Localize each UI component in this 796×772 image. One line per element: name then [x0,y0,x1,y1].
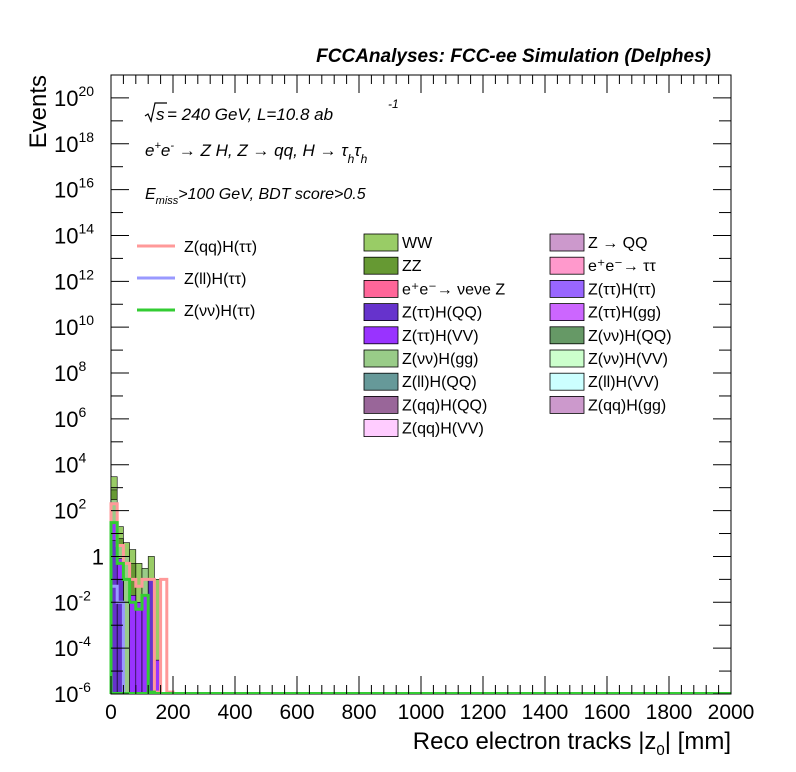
y-tick-label: 1010 [54,312,94,340]
legend-box-swatch [363,372,399,391]
y-tick-label: 106 [54,404,86,432]
legend-box-label: Z(ττ)H(QQ) [402,305,482,322]
legend-box-label: Z(ll)H(VV) [588,374,659,391]
annotation-block: s = 240 GeV, L=10.8 ab -1 e+e- → Z H, Z … [144,97,399,207]
legend-box-label: ZZ [402,258,422,275]
sqrt-s-label: s [156,105,165,124]
y-tick-label: 1018 [54,129,94,157]
process-text: e+e- → Z H, Z → qq, H → τhτh [145,140,368,166]
legend-boxes: WW Z → QQ ZZ e⁺e⁻→ ττ e⁺e⁻→ νeνe Z Z(ττ)H(ττ)… [363,233,672,438]
lumi-exponent: -1 [388,97,399,111]
legend-box-swatch [549,303,585,322]
y-tick-label: 102 [54,496,86,524]
legend-box-swatch [363,256,399,275]
y-tick-label: 1016 [54,175,94,203]
legend-line-label: Z(ll)H(ττ) [184,271,246,288]
sqrt-symbol [144,102,167,123]
y-tick-label: 10-2 [54,587,91,615]
legend-box-swatch [363,326,399,345]
x-tick-label: 1400 [522,701,569,724]
x-tick-label: 1800 [646,701,693,724]
legend-box-label: Z(qq)H(QQ) [402,397,487,414]
legend-box-swatch [549,326,585,345]
legend-box-swatch [549,349,585,368]
legend-box-label: e⁺e⁻→ ττ [588,258,656,275]
y-tick-label: 10-4 [54,633,91,661]
x-tick-label: 1200 [460,701,507,724]
legend-box-label: Z(νν)H(VV) [588,351,668,368]
y-tick-label: 104 [54,450,86,478]
selection-text: Emiss>100 GeV, BDT score>0.5 [145,186,366,207]
banner-text: FCCAnalyses: FCC-ee Simulation (Delphes) [316,46,711,67]
x-tick-label: 1600 [584,701,631,724]
y-tick-label: 1 [92,544,104,569]
legend-box-label: Z(qq)H(VV) [402,421,484,438]
legend-box-label: WW [402,235,433,252]
signal-line-2 [109,521,156,694]
energy-lumi-text: = 240 GeV, L=10.8 ab [167,105,333,124]
legend-box-swatch [549,233,585,252]
legend-box-swatch [363,395,399,414]
y-tick-label: 10-6 [54,679,91,707]
legend-box-swatch [549,279,585,298]
x-tick-label: 800 [341,701,376,724]
legend-box-label: e⁺e⁻→ νeνe Z [402,281,505,298]
legend-box-label: Z(ττ)H(gg) [588,305,661,322]
x-tick-label: 0 [105,701,117,724]
legend-box-swatch [363,419,399,438]
legend-box-label: Z(νν)H(gg) [402,351,478,368]
x-tick-label: 2000 [708,701,755,724]
bar-z-tt-h-vv--3 [135,601,143,695]
legend-lines: Z(qq)H(ττ) Z(ll)H(ττ) Z(νν)H(ττ) [137,239,257,320]
legend-box-swatch [549,395,585,414]
legend-box-label: Z(qq)H(gg) [588,397,666,414]
axis-ticks: 0 200 400 600 800 1000 1200 1400 1600 1800 2000 10-… [54,74,755,724]
legend-box-label: Z(ττ)H(VV) [402,328,479,345]
y-tick-label: 1014 [54,220,94,248]
x-tick-label: 600 [279,701,314,724]
x-tick-label: 1000 [398,701,445,724]
legend-line-label: Z(νν)H(ττ) [184,303,255,320]
y-axis-title: Events [25,75,52,148]
legend-box-swatch [363,349,399,368]
signal-lines [109,502,731,694]
legend-line-label: Z(qq)H(ττ) [184,239,257,256]
legend-box-label: Z → QQ [588,235,648,252]
y-tick-label: 1020 [54,83,94,111]
legend-box-label: Z(ll)H(QQ) [402,374,477,391]
legend-box-swatch [549,256,585,275]
legend-box-swatch [549,372,585,391]
x-tick-label: 200 [155,701,190,724]
legend-box-label: Z(νν)H(QQ) [588,328,672,345]
x-tick-label: 400 [217,701,252,724]
x-axis-title: Reco electron tracks |z0| [mm] [413,728,731,759]
legend-box-swatch [363,303,399,322]
legend-box-swatch [363,279,399,298]
y-tick-label: 108 [54,358,86,386]
y-tick-label: 1012 [54,266,94,294]
legend-box-label: Z(ττ)H(ττ) [588,281,656,298]
signal-line-0 [109,502,175,694]
legend-box-swatch [363,233,399,252]
